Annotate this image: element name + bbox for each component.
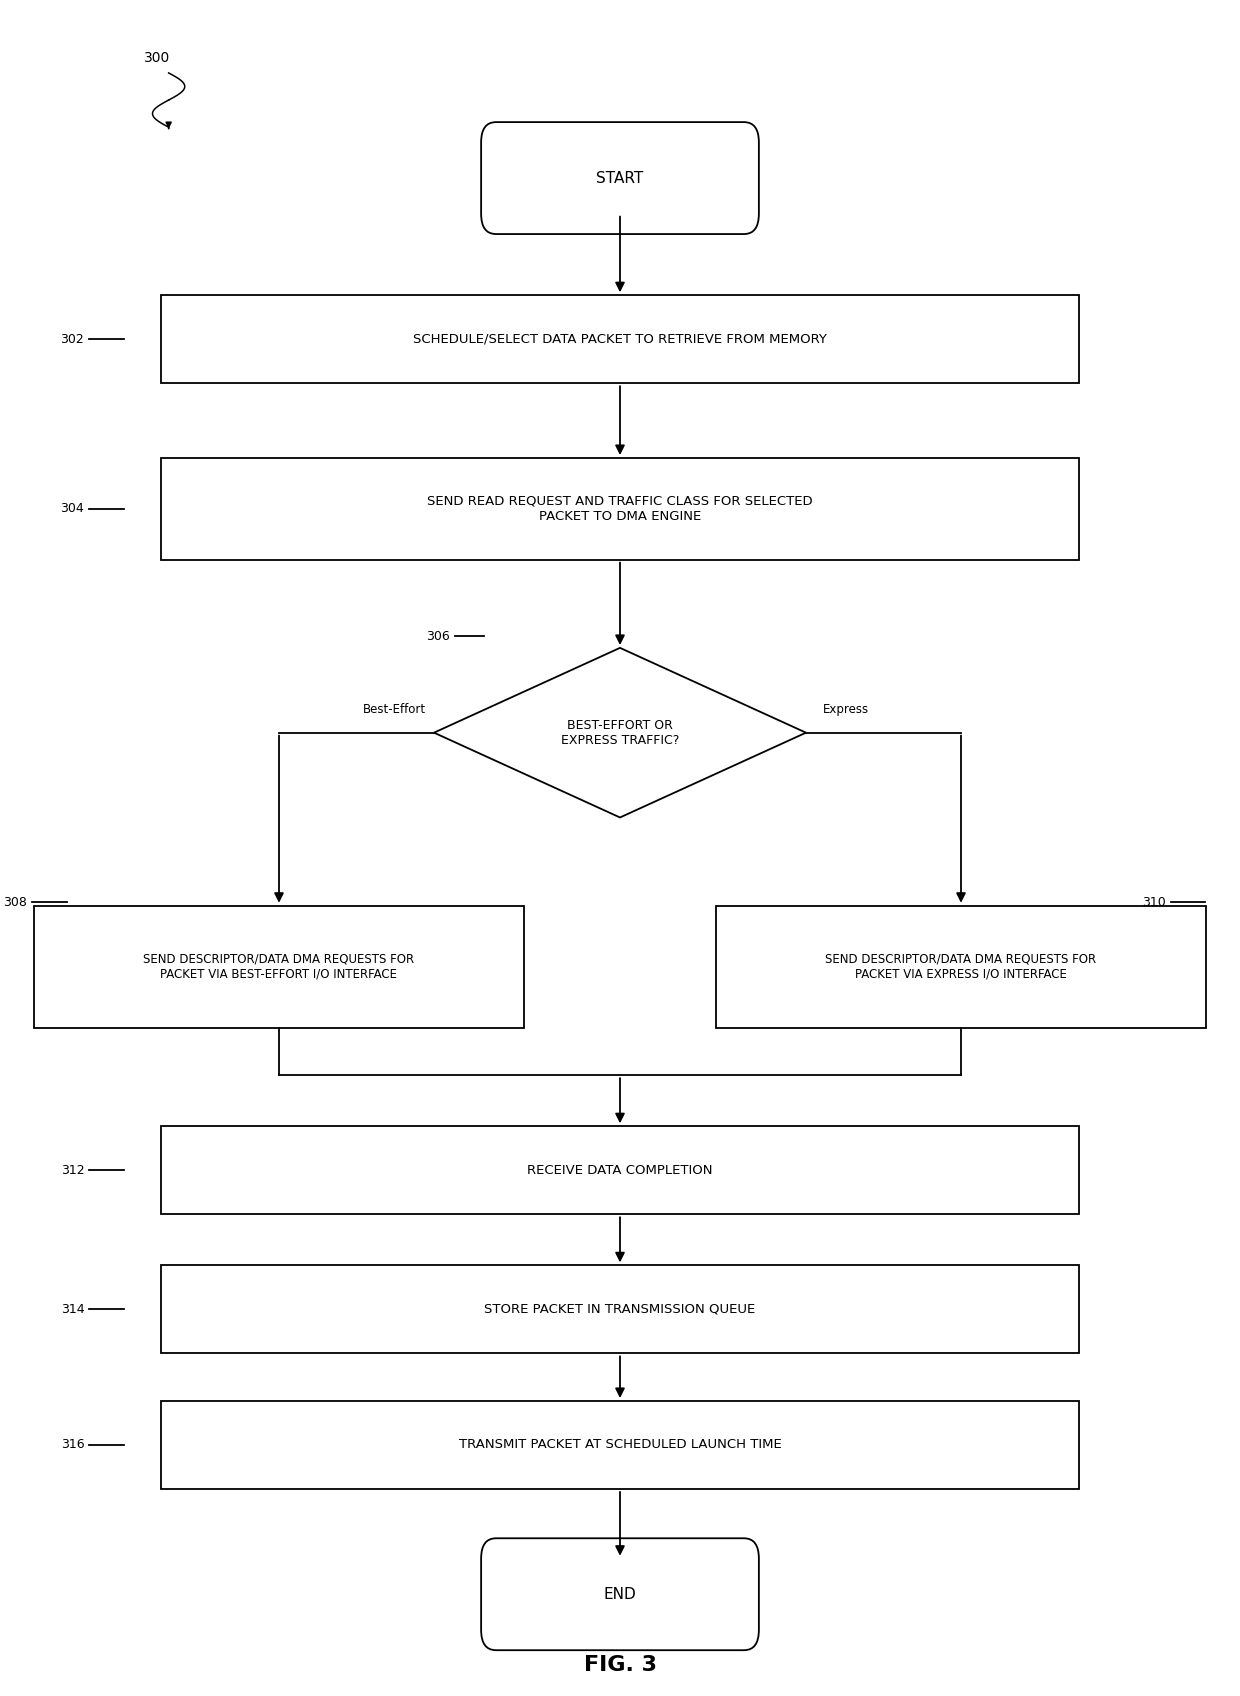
Text: 300: 300: [144, 51, 170, 64]
Bar: [161, 458, 1079, 560]
Text: 312: 312: [61, 1163, 84, 1177]
Text: 302: 302: [61, 332, 84, 346]
Bar: [161, 1126, 1079, 1214]
Text: BEST-EFFORT OR
EXPRESS TRAFFIC?: BEST-EFFORT OR EXPRESS TRAFFIC?: [560, 719, 680, 746]
Text: 316: 316: [61, 1438, 84, 1452]
Text: START: START: [596, 171, 644, 185]
Text: 314: 314: [61, 1303, 84, 1316]
Text: SCHEDULE/SELECT DATA PACKET TO RETRIEVE FROM MEMORY: SCHEDULE/SELECT DATA PACKET TO RETRIEVE …: [413, 332, 827, 346]
Text: 310: 310: [1142, 895, 1166, 909]
Text: END: END: [604, 1587, 636, 1601]
Text: FIG. 3: FIG. 3: [584, 1655, 656, 1676]
Text: 308: 308: [4, 895, 27, 909]
Text: Best-Effort: Best-Effort: [363, 702, 425, 716]
Bar: [161, 295, 1079, 383]
Text: 306: 306: [427, 629, 450, 643]
Bar: [161, 1265, 1079, 1353]
Bar: [717, 906, 1205, 1028]
Text: RECEIVE DATA COMPLETION: RECEIVE DATA COMPLETION: [527, 1163, 713, 1177]
Bar: [33, 906, 523, 1028]
Text: SEND DESCRIPTOR/DATA DMA REQUESTS FOR
PACKET VIA BEST-EFFORT I/O INTERFACE: SEND DESCRIPTOR/DATA DMA REQUESTS FOR PA…: [144, 953, 414, 980]
Text: STORE PACKET IN TRANSMISSION QUEUE: STORE PACKET IN TRANSMISSION QUEUE: [485, 1303, 755, 1316]
Text: TRANSMIT PACKET AT SCHEDULED LAUNCH TIME: TRANSMIT PACKET AT SCHEDULED LAUNCH TIME: [459, 1438, 781, 1452]
FancyBboxPatch shape: [481, 122, 759, 234]
Text: SEND READ REQUEST AND TRAFFIC CLASS FOR SELECTED
PACKET TO DMA ENGINE: SEND READ REQUEST AND TRAFFIC CLASS FOR …: [428, 495, 812, 522]
Polygon shape: [434, 648, 806, 817]
FancyBboxPatch shape: [481, 1538, 759, 1650]
Text: Express: Express: [822, 702, 869, 716]
Bar: [161, 1401, 1079, 1489]
Text: 304: 304: [61, 502, 84, 516]
Text: SEND DESCRIPTOR/DATA DMA REQUESTS FOR
PACKET VIA EXPRESS I/O INTERFACE: SEND DESCRIPTOR/DATA DMA REQUESTS FOR PA…: [826, 953, 1096, 980]
